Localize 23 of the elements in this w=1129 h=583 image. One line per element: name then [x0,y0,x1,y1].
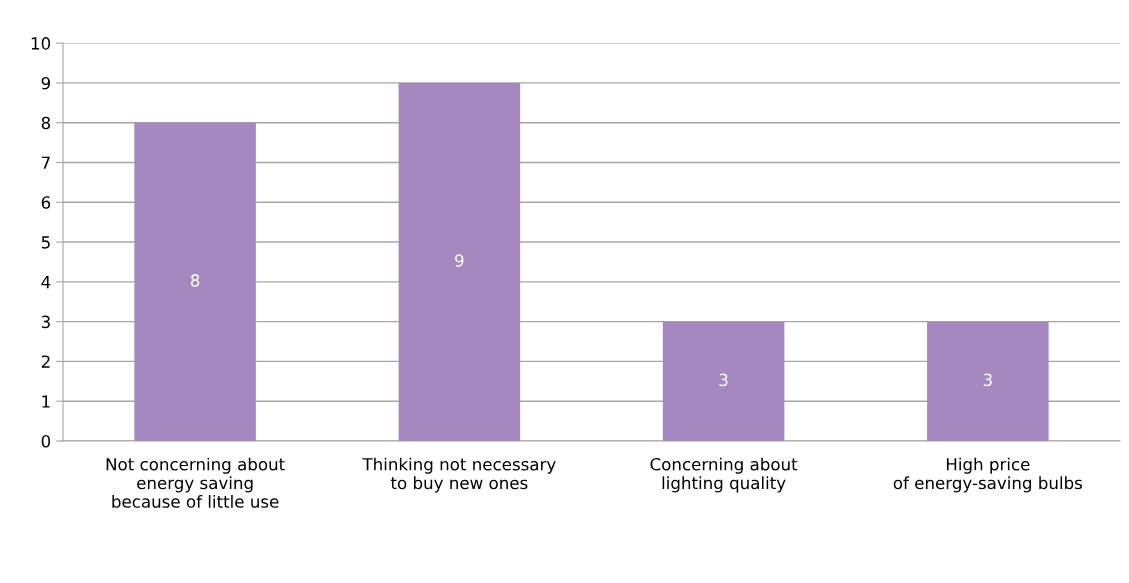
y-tick-label: 7 [41,156,50,169]
y-tick-label: 6 [41,196,51,209]
y-tick-label: 2 [41,355,50,368]
y-tick-label: 8 [41,116,51,130]
y-tick-label: 5 [41,236,50,249]
bar [662,321,785,441]
x-tick-label: High price of energy-saving bulbs [893,457,1083,493]
data-label: 8 [190,274,200,287]
data-label: 3 [983,373,992,387]
y-tick-label: 3 [41,315,50,329]
bar [134,122,256,441]
x-tick-label: Thinking not necessary to buy new ones [362,457,556,493]
y-tick-label: 9 [41,76,51,90]
y-tick-label: 0 [41,434,51,448]
y-tick-label: 1 [42,395,50,408]
x-tick-label: Concerning about lighting quality [650,457,798,493]
bar [398,82,521,441]
bar [927,321,1049,441]
data-label: 3 [719,373,728,387]
data-label: 9 [455,254,464,267]
y-tick-label: 4 [41,276,51,289]
x-tick-label: Not concerning about energy saving because of little use [106,457,285,508]
y-tick-label: 10 [31,37,51,50]
